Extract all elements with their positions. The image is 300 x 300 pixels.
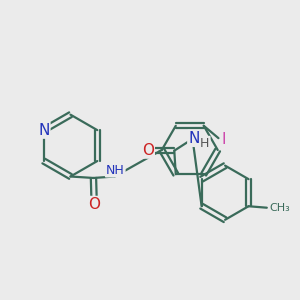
Text: NH: NH	[106, 164, 124, 176]
Text: I: I	[221, 132, 226, 147]
Text: O: O	[142, 142, 154, 158]
Text: CH₃: CH₃	[269, 203, 290, 213]
Text: H: H	[200, 137, 210, 150]
Text: N: N	[188, 131, 200, 146]
Text: O: O	[88, 197, 100, 212]
Text: N: N	[38, 123, 50, 138]
